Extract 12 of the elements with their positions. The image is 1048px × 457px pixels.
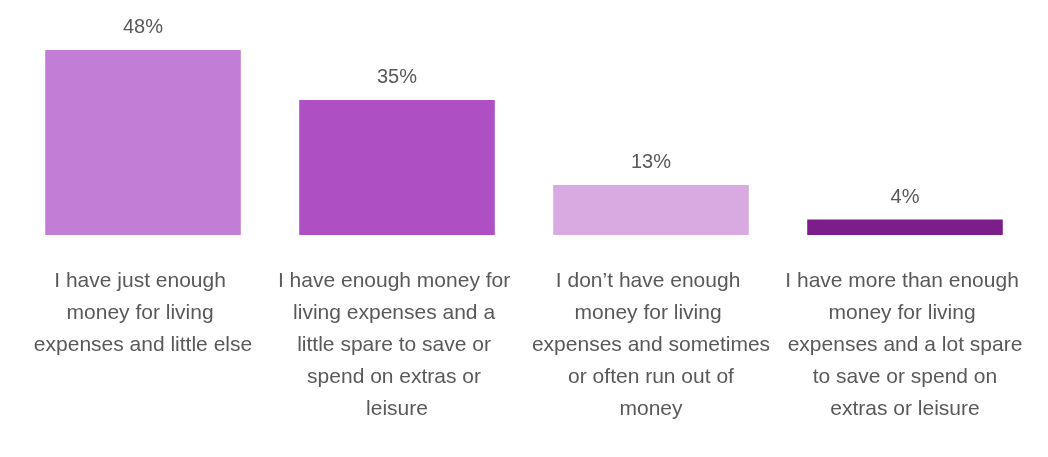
bar [807, 219, 1003, 235]
x-tick-label: I don’t have enough money for living expenses and sometimes or often run out of money [531, 267, 771, 419]
bar [45, 50, 241, 235]
data-label: 48% [122, 15, 164, 37]
data-label: 4% [890, 184, 920, 207]
data-label: 13% [630, 149, 672, 172]
x-tick-label: I have enough money for living expenses and a little spare to save or spend on extras or leisure [277, 267, 517, 419]
bar [553, 184, 749, 235]
x-tick-label: I have just enough money for living expenses and little else [33, 267, 253, 355]
bar [299, 100, 495, 235]
data-label: 35% [376, 65, 418, 88]
x-tick-label: I have more than enough money for living expenses and a lot spare to save or spend on extras or leisure [785, 267, 1025, 419]
